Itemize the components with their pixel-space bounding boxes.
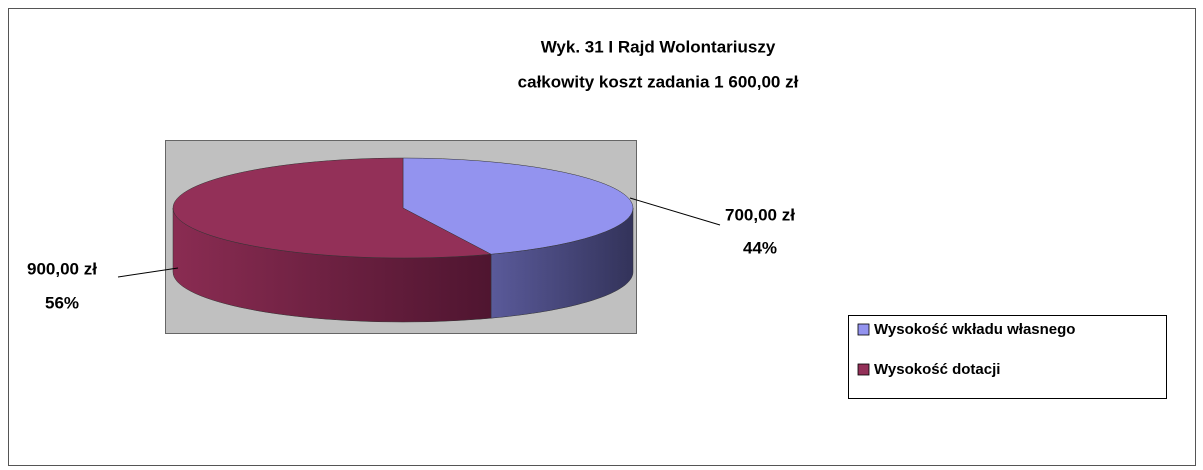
legend-label: Wysokość dotacji: [874, 361, 1000, 378]
data-label: 700,00 zł: [725, 205, 795, 224]
legend-swatch: [857, 323, 870, 336]
data-label: 44%: [743, 238, 777, 257]
legend-label: Wysokość wkładu własnego: [874, 321, 1075, 338]
data-label: 56%: [45, 293, 79, 312]
chart-title: Wyk. 31 I Rajd Wolontariuszy: [541, 37, 776, 56]
pie-slice: [402, 157, 634, 255]
leader-line: [117, 267, 179, 278]
legend: [848, 315, 1167, 399]
pie-slice: [172, 157, 492, 259]
data-label: 900,00 zł: [27, 259, 97, 278]
leader-line: [629, 197, 721, 226]
chart-subtitle: całkowity koszt zadania 1 600,00 zł: [518, 72, 799, 91]
legend-swatch: [857, 363, 870, 376]
